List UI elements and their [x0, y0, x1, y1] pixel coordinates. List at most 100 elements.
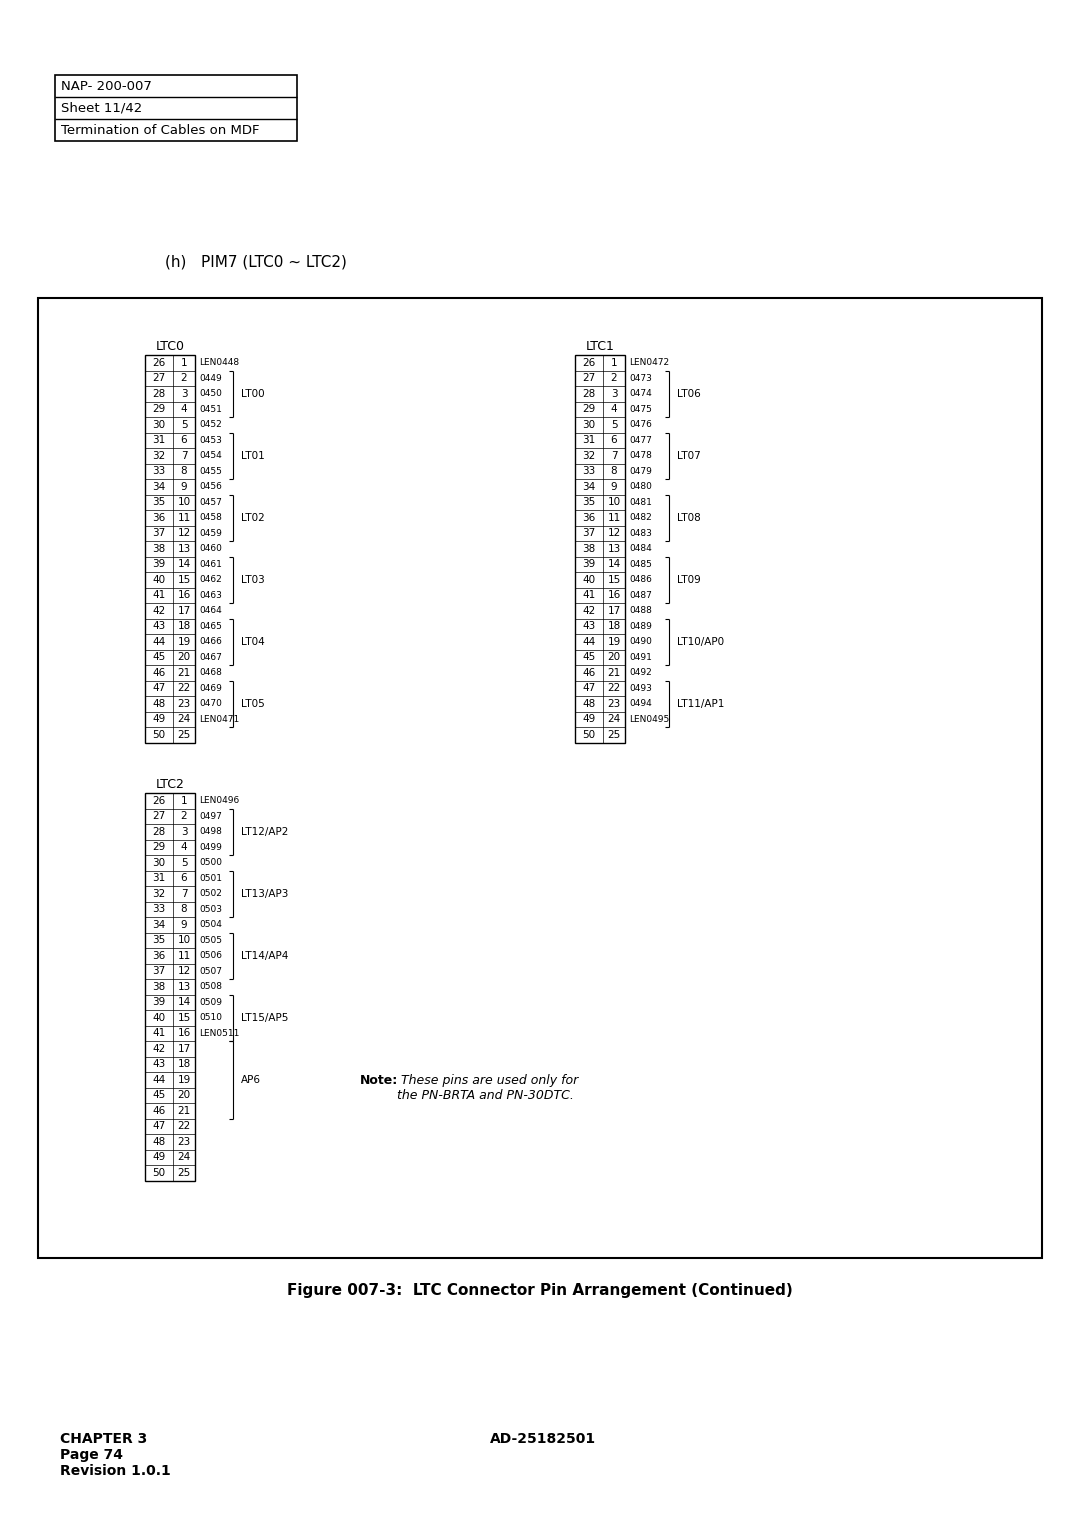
Text: LT04: LT04 — [241, 637, 265, 646]
Text: 0500: 0500 — [199, 859, 222, 868]
Text: 0456: 0456 — [199, 483, 221, 490]
Text: 41: 41 — [582, 590, 596, 601]
Text: 0464: 0464 — [199, 607, 221, 616]
Text: 13: 13 — [607, 544, 621, 553]
Text: 47: 47 — [152, 683, 165, 694]
Text: 34: 34 — [582, 481, 596, 492]
Text: 46: 46 — [152, 668, 165, 678]
Text: 18: 18 — [607, 622, 621, 631]
Text: 46: 46 — [582, 668, 596, 678]
Text: 29: 29 — [582, 405, 596, 414]
Text: (h)   PIM7 (LTC0 ~ LTC2): (h) PIM7 (LTC0 ~ LTC2) — [165, 255, 347, 269]
Text: 13: 13 — [177, 983, 191, 992]
Text: LEN0495: LEN0495 — [629, 715, 670, 724]
Text: 0493: 0493 — [629, 683, 652, 692]
Text: 7: 7 — [610, 451, 618, 461]
Text: 32: 32 — [152, 889, 165, 898]
Text: 0503: 0503 — [199, 905, 222, 914]
Text: 1: 1 — [180, 796, 187, 805]
Text: 0507: 0507 — [199, 967, 222, 976]
Text: LTC2: LTC2 — [156, 778, 185, 790]
Text: 0482: 0482 — [629, 513, 651, 523]
Text: 0483: 0483 — [629, 529, 652, 538]
Text: 38: 38 — [152, 983, 165, 992]
Text: 29: 29 — [152, 842, 165, 853]
Text: 34: 34 — [152, 481, 165, 492]
Bar — [145, 793, 195, 1181]
Text: 0473: 0473 — [629, 374, 652, 382]
Text: 7: 7 — [180, 889, 187, 898]
Text: 44: 44 — [582, 637, 596, 646]
Text: 6: 6 — [180, 435, 187, 445]
Text: 0509: 0509 — [199, 998, 222, 1007]
Text: 0485: 0485 — [629, 559, 652, 568]
Text: 16: 16 — [607, 590, 621, 601]
Text: 47: 47 — [582, 683, 596, 694]
Text: 25: 25 — [177, 1167, 191, 1178]
Text: 32: 32 — [582, 451, 596, 461]
Text: 0494: 0494 — [629, 700, 651, 709]
Text: LTC1: LTC1 — [585, 339, 615, 353]
Text: 0459: 0459 — [199, 529, 221, 538]
Text: 0450: 0450 — [199, 390, 221, 399]
Text: 46: 46 — [152, 1106, 165, 1115]
Text: 0469: 0469 — [199, 683, 221, 692]
Text: 20: 20 — [177, 652, 190, 662]
Text: 48: 48 — [152, 1137, 165, 1146]
Text: 14: 14 — [607, 559, 621, 570]
Text: 0474: 0474 — [629, 390, 651, 399]
Text: 0479: 0479 — [629, 466, 652, 475]
Text: 50: 50 — [152, 1167, 165, 1178]
Text: 21: 21 — [177, 668, 191, 678]
Text: 44: 44 — [152, 637, 165, 646]
Text: 0462: 0462 — [199, 575, 221, 584]
Text: 19: 19 — [607, 637, 621, 646]
Text: AP6: AP6 — [241, 1074, 261, 1085]
Text: 15: 15 — [177, 575, 191, 585]
Text: 0480: 0480 — [629, 483, 652, 490]
Bar — [55, 75, 297, 141]
Text: 26: 26 — [152, 358, 165, 368]
Text: 0461: 0461 — [199, 559, 221, 568]
Text: 0476: 0476 — [629, 420, 652, 429]
Bar — [575, 354, 625, 743]
Text: 17: 17 — [177, 605, 191, 616]
Text: LT03: LT03 — [241, 575, 265, 585]
Text: 43: 43 — [152, 1059, 165, 1070]
Text: 48: 48 — [152, 698, 165, 709]
Text: 25: 25 — [607, 730, 621, 740]
Text: 10: 10 — [177, 935, 190, 946]
Text: 39: 39 — [152, 559, 165, 570]
Text: NAP- 200-007: NAP- 200-007 — [60, 79, 152, 93]
Text: the PN-BRTA and PN-30DTC.: the PN-BRTA and PN-30DTC. — [397, 1089, 573, 1102]
Text: 28: 28 — [582, 388, 596, 399]
Text: 2: 2 — [610, 373, 618, 384]
Text: 20: 20 — [177, 1091, 190, 1100]
Text: LTC0: LTC0 — [156, 339, 185, 353]
Text: 42: 42 — [152, 1044, 165, 1054]
Text: 0501: 0501 — [199, 874, 222, 883]
Text: 24: 24 — [177, 1152, 191, 1163]
Text: 0455: 0455 — [199, 466, 221, 475]
Text: LT12/AP2: LT12/AP2 — [241, 827, 288, 837]
Text: 28: 28 — [152, 827, 165, 837]
Text: 1: 1 — [610, 358, 618, 368]
Text: 18: 18 — [177, 622, 191, 631]
Text: 33: 33 — [152, 905, 165, 914]
Text: 0497: 0497 — [199, 811, 221, 821]
Text: 3: 3 — [180, 827, 187, 837]
Text: 8: 8 — [180, 905, 187, 914]
Text: 5: 5 — [610, 420, 618, 429]
Text: 35: 35 — [152, 497, 165, 507]
Text: 0489: 0489 — [629, 622, 652, 631]
Text: 30: 30 — [152, 857, 165, 868]
Text: 16: 16 — [177, 1028, 191, 1038]
Text: 24: 24 — [607, 714, 621, 724]
Text: 50: 50 — [582, 730, 595, 740]
Text: 8: 8 — [180, 466, 187, 477]
Text: 0488: 0488 — [629, 607, 652, 616]
Text: 36: 36 — [152, 513, 165, 523]
Text: 0510: 0510 — [199, 1013, 222, 1022]
Text: 10: 10 — [607, 497, 621, 507]
Text: 0466: 0466 — [199, 637, 221, 646]
